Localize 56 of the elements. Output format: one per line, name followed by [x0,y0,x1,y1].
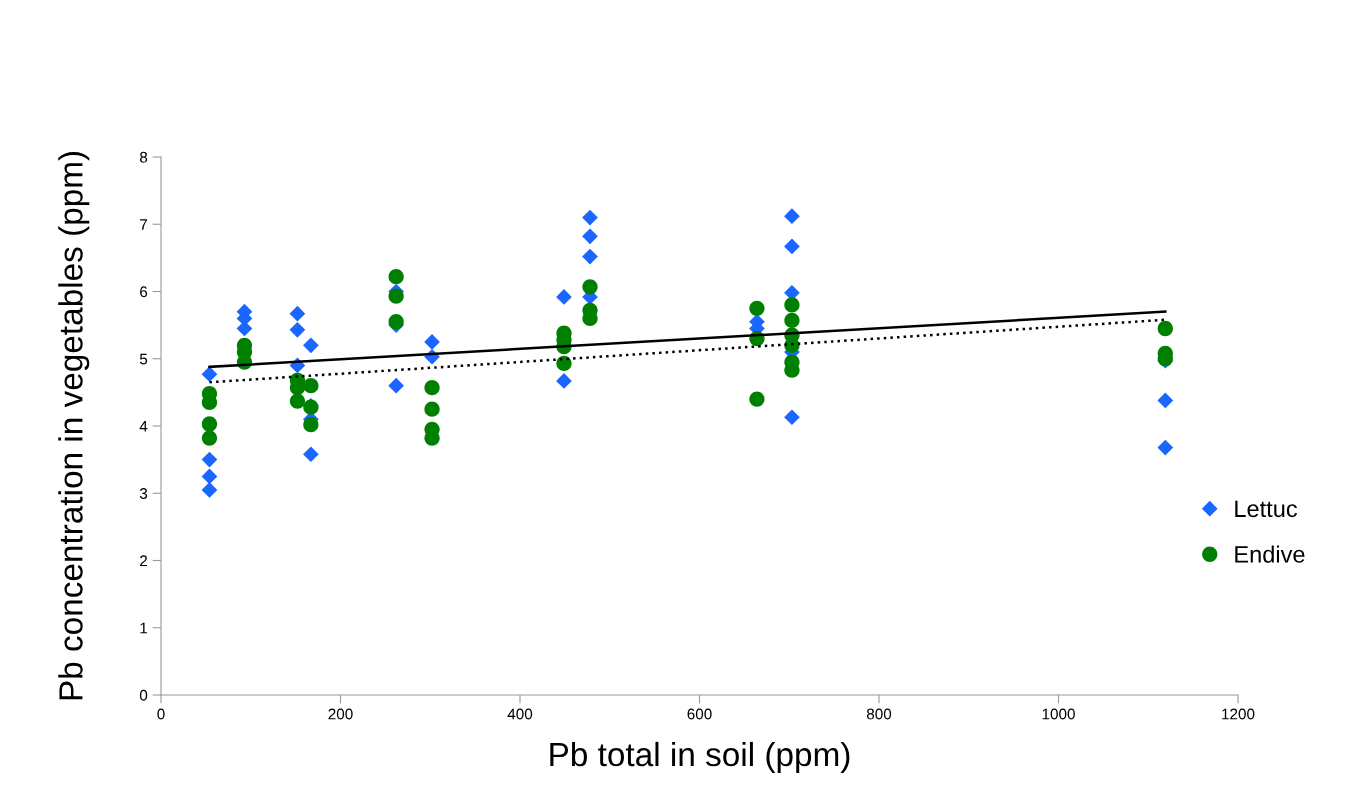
y-tick-label: 2 [140,555,148,567]
point [289,321,306,338]
point [784,208,800,225]
point [749,300,765,316]
point [388,377,404,394]
point [1157,320,1173,337]
point [303,417,319,433]
point [303,378,319,394]
point [388,288,404,304]
point [582,228,598,245]
point [303,337,319,354]
point [289,305,306,322]
y-tick-label: 3 [139,488,148,499]
x-tick-label: 1000 [1042,708,1075,720]
legend-label: Endive [1235,545,1305,563]
y-tick-label: 4 [139,421,148,432]
y-tick-label: 5 [139,353,148,365]
x-tick-label: 0 [157,708,165,720]
y-axis-title: Pb concentration in vegetables (ppm) [58,151,90,700]
point [784,312,800,329]
point [201,451,218,468]
y-tick-label: 8 [139,151,148,163]
point [201,366,218,383]
legend-label: Lettuc [1235,500,1298,518]
point [424,334,440,350]
point [556,373,572,389]
y-tick-label: 6 [140,286,148,298]
point [424,401,440,417]
y-tick-label: 0 [139,689,148,701]
point [582,279,598,295]
point [201,430,218,446]
point [582,209,598,226]
point [784,238,800,255]
point [201,468,218,485]
point [582,248,598,265]
point [556,355,572,372]
point [556,289,572,305]
y-tick-label: 7 [140,219,148,230]
x-tick-label: 600 [687,708,712,720]
point [424,380,440,396]
point [201,416,218,432]
x-tick-label: 800 [866,708,892,720]
point [1157,392,1174,409]
x-tick-label: 1200 [1222,708,1255,720]
point [289,393,306,409]
point [1157,439,1174,456]
point [201,482,218,498]
point [749,391,765,407]
point [303,446,319,463]
x-tick-label: 400 [507,708,533,720]
point [784,297,800,313]
y-tick-label: 1 [140,622,148,634]
point [784,409,800,426]
x-axis-title: Pb total in soil (ppm) [550,741,850,773]
x-tick-label: 200 [328,708,353,720]
point [388,269,404,285]
